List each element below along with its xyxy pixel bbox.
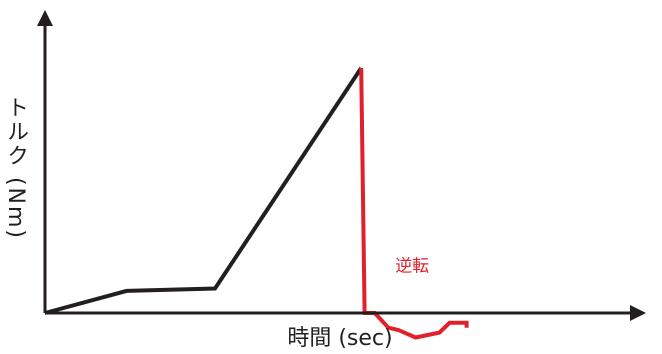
x-axis-label: 時間 (sec) <box>287 326 392 351</box>
x-axis <box>45 305 646 321</box>
series-line-1 <box>44 66 363 315</box>
series-line-2 <box>359 67 469 340</box>
y-axis-label: トルク (Nm) <box>3 96 28 240</box>
x-axis-arrow <box>630 305 646 321</box>
y-axis-arrow <box>37 10 53 26</box>
annotation-label-1: 逆転 <box>395 256 429 276</box>
series-layer <box>44 66 469 340</box>
annotation-layer: 逆転 <box>395 256 429 276</box>
y-axis <box>37 10 53 313</box>
